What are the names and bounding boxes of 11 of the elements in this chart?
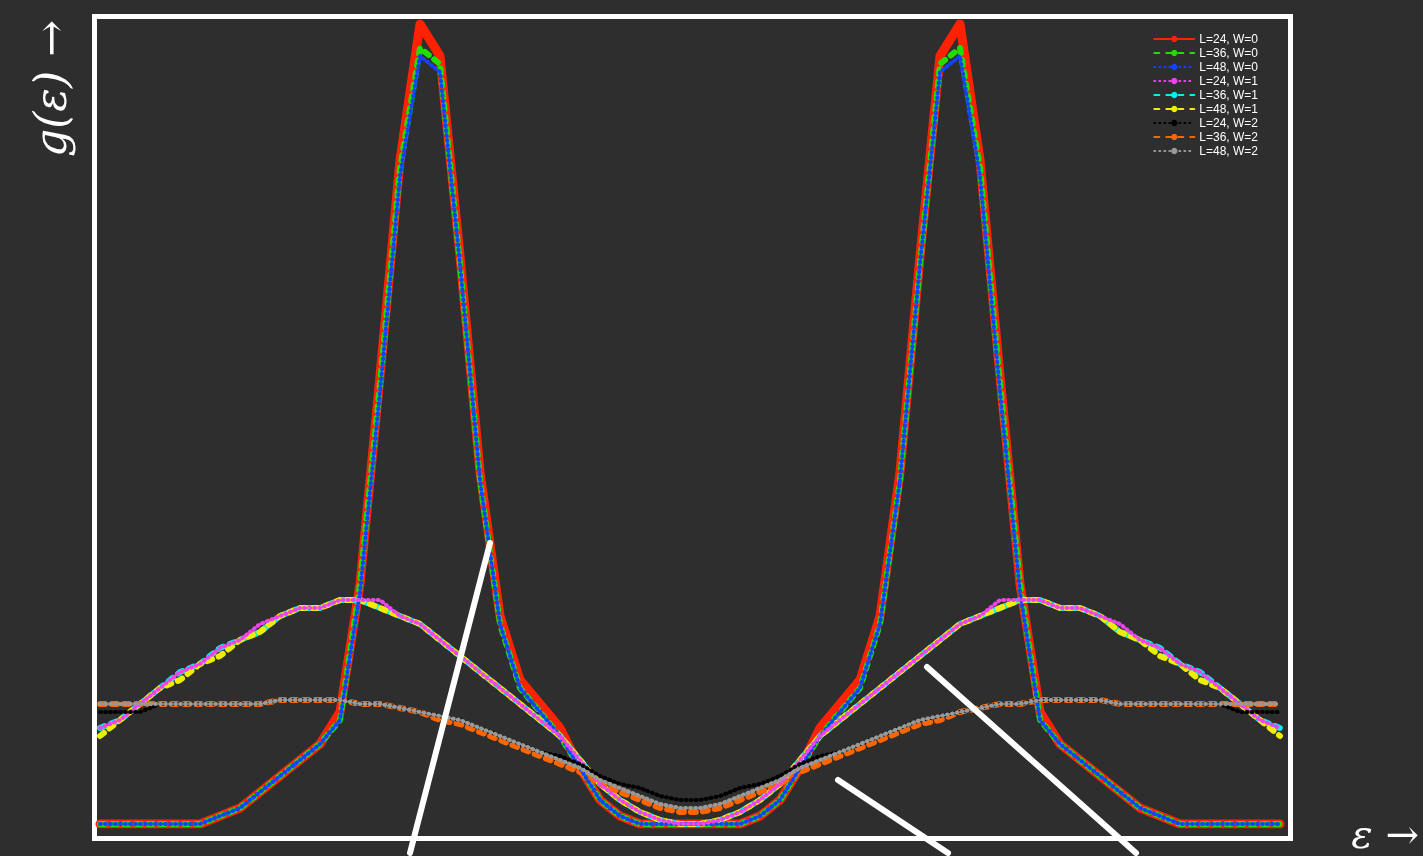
legend-label: L=48, W=0 (1199, 60, 1259, 74)
y-axis-title: g(ε) → (24, 19, 76, 157)
x-axis-title: ε → (1351, 811, 1420, 856)
legend-label: L=24, W=0 (1199, 32, 1259, 46)
legend-label: L=24, W=1 (1199, 74, 1259, 88)
legend-label: L=48, W=2 (1199, 144, 1259, 158)
legend-label: L=36, W=0 (1199, 46, 1259, 60)
legend-label: L=48, W=1 (1199, 102, 1259, 116)
legend-label: L=36, W=2 (1199, 130, 1259, 144)
legend-label: L=24, W=2 (1199, 116, 1259, 130)
legend-label: L=36, W=1 (1199, 88, 1259, 102)
